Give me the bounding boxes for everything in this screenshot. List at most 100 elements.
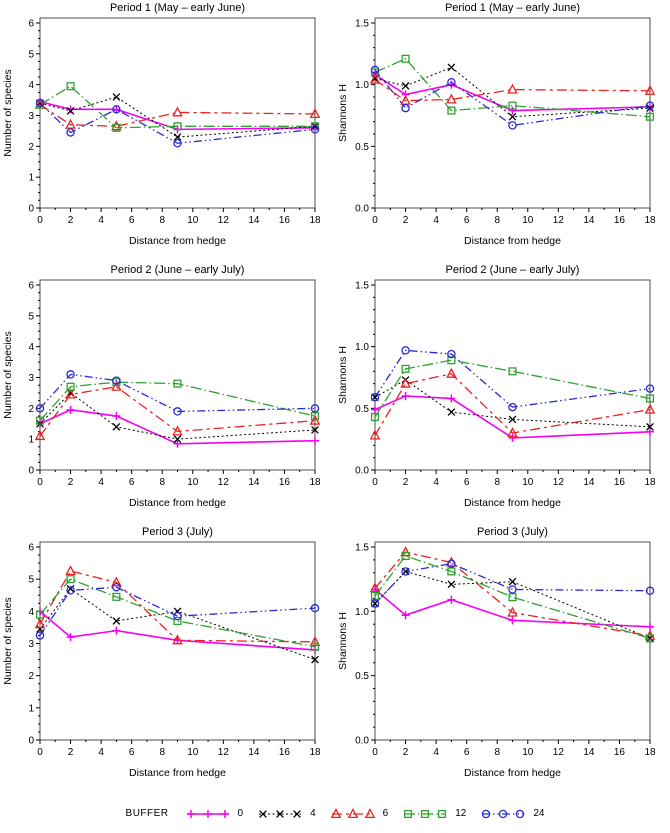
legend-sample-triangle-icon — [330, 807, 375, 818]
panel-period1-species: Period 1 (May – early June) Number of spe… — [2, 2, 321, 247]
legend-item-label: 24 — [533, 808, 545, 819]
svg-text:5: 5 — [28, 49, 34, 60]
svg-text:2: 2 — [403, 477, 409, 488]
svg-text:8: 8 — [494, 477, 500, 488]
svg-text:1.5: 1.5 — [355, 19, 369, 30]
svg-text:2: 2 — [28, 142, 34, 153]
legend-item-label: 6 — [382, 808, 389, 819]
svg-text:10: 10 — [187, 747, 199, 758]
svg-text:6: 6 — [28, 19, 34, 30]
legend-item-label: 4 — [310, 808, 316, 819]
legend-sample-x-icon — [259, 809, 302, 818]
svg-text:10: 10 — [522, 477, 534, 488]
svg-text:6: 6 — [129, 215, 135, 226]
svg-text:0: 0 — [28, 736, 34, 747]
svg-text:6: 6 — [464, 747, 470, 758]
svg-text:0.5: 0.5 — [355, 142, 369, 153]
svg-text:12: 12 — [553, 747, 565, 758]
svg-text:0: 0 — [372, 215, 378, 226]
svg-text:0.0: 0.0 — [355, 736, 369, 747]
svg-text:4: 4 — [433, 477, 439, 488]
svg-text:1: 1 — [28, 435, 34, 446]
legend-item-4: 4 — [257, 808, 316, 820]
svg-text:18: 18 — [309, 215, 321, 226]
panel-period3-shannons: Period 3 (July) Shannons H Distance from h… — [337, 526, 656, 779]
svg-text:16: 16 — [614, 477, 626, 488]
svg-text:0.0: 0.0 — [355, 204, 369, 215]
svg-text:0: 0 — [372, 747, 378, 758]
svg-text:14: 14 — [248, 477, 260, 488]
svg-text:6: 6 — [464, 215, 470, 226]
panel-period2-shannons: Period 2 (June – early July) Shannons H Di… — [337, 264, 656, 509]
svg-text:Period 2 (June – early July): Period 2 (June – early July) — [111, 264, 245, 276]
svg-text:4: 4 — [98, 215, 104, 226]
svg-text:0: 0 — [37, 215, 43, 226]
svg-text:18: 18 — [644, 477, 656, 488]
svg-text:10: 10 — [187, 477, 199, 488]
legend-sample-square-icon — [404, 809, 447, 818]
svg-text:6: 6 — [129, 747, 135, 758]
panel-period1-shannons: Period 1 (May – early June) Shannons H Dis… — [337, 2, 656, 247]
svg-text:3: 3 — [28, 373, 34, 384]
svg-text:2: 2 — [68, 747, 74, 758]
svg-text:2: 2 — [68, 215, 74, 226]
svg-text:12: 12 — [553, 477, 565, 488]
svg-text:0: 0 — [28, 204, 34, 215]
svg-text:18: 18 — [309, 477, 321, 488]
svg-text:Period 2 (June – early July): Period 2 (June – early July) — [446, 264, 580, 276]
svg-text:2: 2 — [403, 747, 409, 758]
svg-text:6: 6 — [129, 477, 135, 488]
svg-text:4: 4 — [28, 607, 34, 618]
panel-period3-species: Period 3 (July) Number of species Distance… — [2, 526, 321, 779]
svg-text:10: 10 — [522, 747, 534, 758]
svg-text:Shannons H: Shannons H — [337, 84, 349, 142]
svg-text:Shannons H: Shannons H — [337, 346, 349, 404]
svg-text:Distance from hedge: Distance from hedge — [129, 497, 226, 509]
svg-text:3: 3 — [28, 111, 34, 122]
svg-text:1.0: 1.0 — [355, 80, 369, 91]
svg-text:1: 1 — [28, 703, 34, 714]
svg-text:18: 18 — [644, 747, 656, 758]
svg-text:Number of species: Number of species — [2, 69, 14, 157]
svg-text:4: 4 — [98, 477, 104, 488]
legend-item-24: 24 — [480, 808, 544, 820]
svg-text:6: 6 — [28, 543, 34, 554]
svg-text:18: 18 — [644, 215, 656, 226]
legend-sample-circle-icon — [482, 809, 525, 818]
svg-text:1.5: 1.5 — [355, 543, 369, 554]
svg-text:14: 14 — [248, 215, 260, 226]
svg-text:0.5: 0.5 — [355, 404, 369, 415]
svg-text:14: 14 — [248, 747, 260, 758]
legend-items: 0 4 6 12 24 — [185, 807, 544, 820]
svg-text:0: 0 — [37, 477, 43, 488]
legend-item-label: 0 — [237, 808, 244, 819]
svg-text:1.0: 1.0 — [355, 607, 369, 618]
svg-text:8: 8 — [159, 477, 165, 488]
svg-text:10: 10 — [522, 215, 534, 226]
svg-text:4: 4 — [28, 342, 34, 353]
svg-text:6: 6 — [28, 281, 34, 292]
svg-text:Period 1 (May – early June): Period 1 (May – early June) — [445, 2, 580, 14]
svg-text:4: 4 — [433, 215, 439, 226]
svg-text:2: 2 — [28, 404, 34, 415]
panel-period2-species: Period 2 (June – early July) Number of sp… — [2, 264, 321, 509]
svg-text:0.5: 0.5 — [355, 671, 369, 682]
svg-text:8: 8 — [494, 747, 500, 758]
svg-text:4: 4 — [433, 747, 439, 758]
svg-text:Distance from hedge: Distance from hedge — [464, 497, 561, 509]
panels-grid: Period 1 (May – early June) Number of spe… — [2, 2, 656, 779]
svg-text:5: 5 — [28, 311, 34, 322]
svg-text:8: 8 — [494, 215, 500, 226]
svg-text:1.5: 1.5 — [355, 281, 369, 292]
svg-text:1.0: 1.0 — [355, 342, 369, 353]
svg-text:16: 16 — [614, 747, 626, 758]
svg-text:Period 3 (July): Period 3 (July) — [142, 526, 213, 538]
legend-item-6: 6 — [330, 807, 389, 820]
svg-text:Distance from hedge: Distance from hedge — [464, 767, 561, 779]
svg-text:2: 2 — [68, 477, 74, 488]
svg-text:12: 12 — [218, 215, 230, 226]
svg-text:14: 14 — [583, 477, 595, 488]
svg-text:1: 1 — [28, 173, 34, 184]
svg-text:6: 6 — [464, 477, 470, 488]
